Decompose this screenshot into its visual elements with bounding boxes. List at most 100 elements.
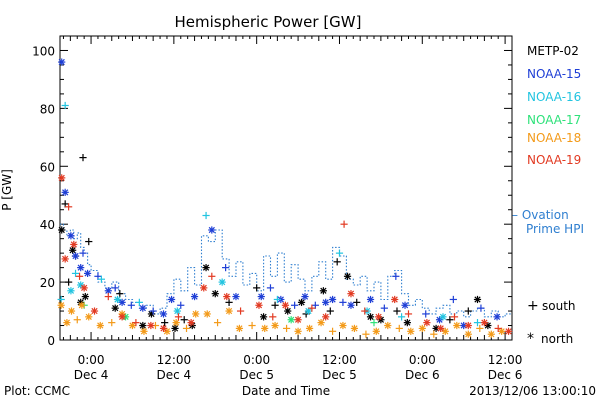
legend-entry-noaa-17: NOAA-17 — [527, 113, 581, 127]
point-noaa-16-south — [202, 211, 210, 220]
legend-entry-noaa-18: NOAA-18 — [527, 131, 581, 145]
point-noaa-19-south — [132, 319, 140, 327]
point-metp-02-north — [297, 298, 306, 306]
point-noaa-15-north — [232, 292, 240, 301]
point-noaa-18-north — [372, 327, 380, 335]
legend-entry-noaa-19: NOAA-19 — [527, 153, 581, 167]
point-noaa-15-south — [380, 304, 388, 312]
x-tick-label-date: Dec 4 — [157, 368, 192, 382]
point-metp-02-south — [225, 298, 233, 306]
point-noaa-19-north — [61, 255, 69, 263]
point-noaa-19-north — [58, 174, 66, 182]
point-noaa-15-north — [322, 298, 330, 306]
point-metp-02-south — [65, 278, 73, 286]
x-tick-label-time: 12:00 — [322, 353, 357, 367]
point-noaa-18-south — [395, 324, 403, 333]
y-tick-label: 40 — [40, 218, 55, 232]
point-metp-02-north — [147, 310, 156, 318]
y-axis-label: P [GW] — [0, 169, 14, 211]
x-tick-label-time: 0:00 — [243, 353, 270, 367]
point-noaa-18-north — [317, 319, 325, 327]
point-noaa-18-north — [407, 327, 415, 335]
point-noaa-15-south — [449, 295, 457, 304]
point-noaa-18-south — [362, 330, 370, 338]
plot-frame — [59, 35, 513, 341]
ovation-hpi-step-line — [60, 223, 512, 318]
point-noaa-16-north — [173, 307, 181, 315]
point-noaa-19-north — [347, 290, 355, 298]
point-metp-02-south — [393, 307, 401, 315]
point-metp-02-north — [81, 292, 89, 301]
point-noaa-15-north — [58, 58, 66, 66]
point-metp-02-south — [333, 258, 341, 266]
point-noaa-16-south — [97, 275, 106, 283]
point-noaa-18-south — [328, 327, 337, 335]
point-noaa-19-north — [374, 313, 383, 321]
point-noaa-18-north — [418, 324, 426, 333]
point-noaa-19-north — [281, 301, 290, 309]
y-tick-label: 20 — [40, 276, 55, 290]
point-noaa-15-south — [149, 307, 157, 315]
point-metp-02-north — [202, 264, 210, 272]
point-noaa-18-south — [476, 324, 484, 333]
y-tick-label: 0 — [47, 334, 55, 348]
point-noaa-19-south — [174, 313, 183, 321]
point-noaa-15-north — [118, 298, 126, 306]
point-noaa-15-north — [84, 269, 92, 278]
point-metp-02-north — [111, 304, 119, 312]
point-metp-02-south — [464, 307, 472, 315]
point-noaa-16-south — [71, 269, 80, 278]
data-points — [57, 58, 513, 338]
point-noaa-19-north — [504, 327, 513, 335]
point-noaa-19-north — [294, 316, 302, 324]
point-noaa-15-north — [208, 226, 216, 234]
x-tick-label-date: Dec 5 — [322, 368, 357, 382]
point-noaa-19-north — [464, 321, 472, 330]
y-tick-label: 80 — [40, 102, 55, 116]
point-noaa-19-south — [75, 272, 84, 280]
point-noaa-18-north — [85, 313, 93, 321]
point-noaa-16-south — [335, 249, 344, 257]
point-noaa-18-north — [140, 327, 148, 335]
point-noaa-19-north — [80, 284, 88, 292]
legend-south-symbol: + — [527, 298, 539, 314]
point-noaa-16-north — [439, 313, 447, 321]
point-noaa-15-north — [190, 292, 199, 301]
point-noaa-18-north — [464, 330, 472, 338]
point-noaa-18-north — [63, 319, 71, 327]
point-metp-02-north — [403, 319, 411, 327]
point-metp-02-south — [253, 284, 261, 292]
point-noaa-15-north — [347, 301, 355, 309]
point-noaa-16-south — [397, 313, 406, 321]
y-axis: 0 20 40 60 80 100 — [32, 35, 512, 348]
point-noaa-18-south — [182, 324, 191, 333]
x-tick-label-time: 12:00 — [157, 353, 192, 367]
point-noaa-15-south — [79, 249, 87, 257]
point-noaa-15-south — [177, 301, 185, 309]
point-metp-02-north — [366, 313, 375, 321]
x-tick-label-date: Dec 6 — [405, 368, 440, 382]
point-metp-02-south — [271, 301, 279, 309]
point-metp-02-south — [180, 316, 188, 324]
ovation-hpi-line — [60, 223, 512, 318]
point-noaa-19-north — [90, 307, 99, 315]
point-noaa-15-south — [111, 284, 119, 292]
point-noaa-18-south — [248, 321, 256, 330]
point-noaa-19-south — [208, 272, 216, 280]
point-noaa-18-north — [78, 301, 86, 309]
chart-title: Hemispheric Power [GW] — [175, 13, 362, 31]
legend-entry-metp-02: METP-02 — [527, 44, 579, 58]
point-noaa-16-south — [135, 298, 143, 306]
point-metp-02-north — [284, 307, 292, 315]
point-noaa-15-north — [328, 295, 337, 304]
point-noaa-18-south — [213, 319, 222, 327]
point-noaa-18-north — [453, 321, 461, 330]
point-noaa-18-north — [271, 321, 279, 330]
point-noaa-15-south — [127, 301, 135, 309]
point-noaa-18-north — [350, 324, 359, 333]
point-noaa-18-south — [108, 319, 116, 327]
point-noaa-18-south — [430, 330, 438, 338]
point-noaa-15-north — [67, 232, 75, 240]
point-noaa-19-north — [70, 240, 78, 249]
